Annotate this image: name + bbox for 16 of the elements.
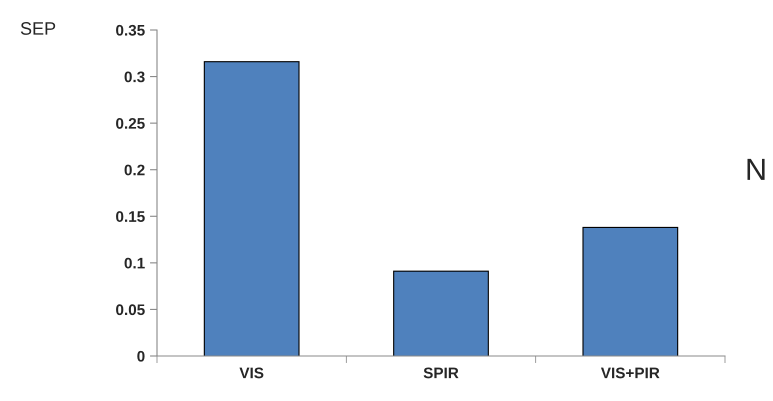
x-tick-label: VIS [239, 368, 264, 378]
x-tick-label: VIS+PIR [600, 368, 660, 378]
y-tick-label: 0.05 [116, 304, 145, 316]
y-axis-title: SEP [20, 22, 56, 35]
y-tick-label: 0 [137, 350, 145, 362]
text: N [748, 158, 765, 180]
y-tick-label: 0.25 [116, 118, 145, 129]
y-tick-label: 0.15 [116, 211, 145, 222]
bar [582, 226, 678, 356]
y-tick-label: 0.2 [124, 164, 145, 176]
y-tick-label: 0.3 [124, 71, 145, 82]
y-tick-label: 0.1 [124, 258, 145, 269]
bar [204, 61, 300, 356]
x-tick-label: SPIR [424, 368, 459, 378]
bar [393, 270, 489, 356]
y-tick-label: 0.35 [116, 24, 145, 36]
